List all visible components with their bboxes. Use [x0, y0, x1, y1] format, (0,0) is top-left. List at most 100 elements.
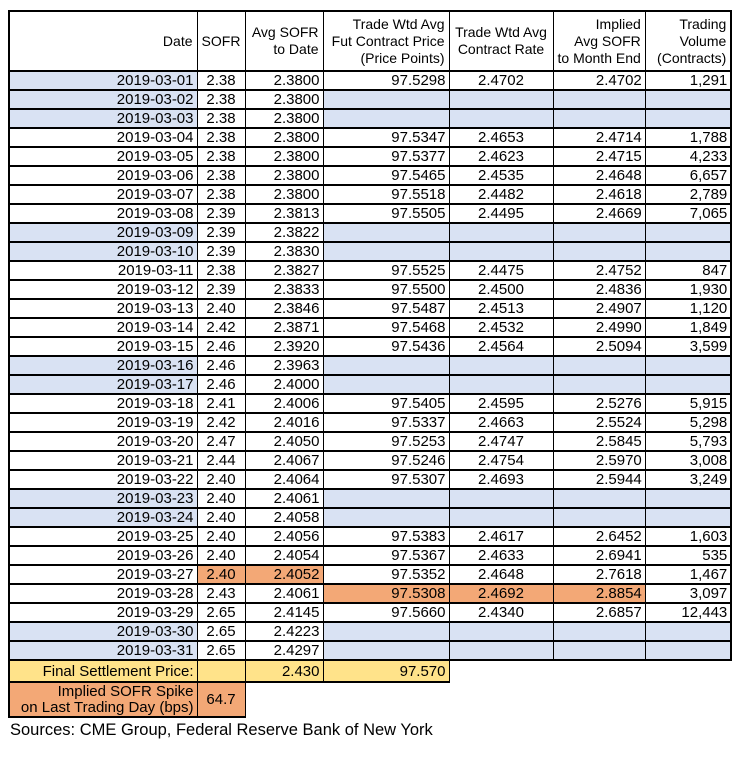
cell-fut_price: 97.5500 [322, 279, 450, 300]
cell-fut_price: 97.5298 [322, 70, 450, 91]
cell-date: 2019-03-14 [8, 317, 198, 338]
cell-sofr: 2.38 [196, 89, 246, 110]
cell-contract_rate: 2.4692 [448, 583, 554, 604]
cell-sofr: 2.42 [196, 317, 246, 338]
cell-date: 2019-03-24 [8, 507, 198, 528]
cell-volume: 847 [644, 260, 733, 281]
cell-sofr: 2.46 [196, 355, 246, 376]
cell-sofr: 2.44 [196, 450, 246, 471]
cell-volume: 1,467 [644, 564, 733, 585]
cell-contract_rate: 2.4482 [448, 184, 554, 205]
cell-contract_rate: 2.4500 [448, 279, 554, 300]
cell-sofr: 2.40 [196, 545, 246, 566]
cell-contract_rate [448, 507, 554, 528]
cell-avg_sofr: 2.4050 [244, 431, 324, 452]
cell-avg_sofr: 2.3920 [244, 336, 324, 357]
cell-fut_price: 97.5468 [322, 317, 450, 338]
cell-sofr: 2.46 [196, 336, 246, 357]
table-row: 2019-03-23 2.40 2.4061 [8, 488, 733, 509]
cell-volume [644, 374, 733, 395]
cell-volume: 1,930 [644, 279, 733, 300]
cell-date: 2019-03-28 [8, 583, 198, 604]
cell-date: 2019-03-18 [8, 393, 198, 414]
cell-sofr: 2.39 [196, 279, 246, 300]
cell-implied_avg: 2.4714 [552, 127, 646, 148]
cell-sofr: 2.65 [196, 602, 246, 623]
cell-date: 2019-03-13 [8, 298, 198, 319]
cell-date: 2019-03-06 [8, 165, 198, 186]
cell-date: 2019-03-09 [8, 222, 198, 243]
cell-implied_avg [552, 241, 646, 262]
implied-spike-label-line1: Implied SOFR Spike [57, 682, 194, 700]
table-row: 2019-03-05 2.38 2.3800 97.5377 2.4623 2.4715 4… [8, 146, 733, 167]
cell-fut_price: 97.5436 [322, 336, 450, 357]
table-row: 2019-03-29 2.65 2.4145 97.5660 2.4340 2.6857 1… [8, 602, 733, 623]
cell-volume: 12,443 [644, 602, 733, 623]
implied-spike-row: Implied SOFR Spike on Last Trading Day (b… [8, 681, 732, 718]
cell-avg_sofr: 2.3827 [244, 260, 324, 281]
column-header-date: Date [8, 10, 198, 72]
cell-avg_sofr: 2.3800 [244, 127, 324, 148]
cell-fut_price: 97.5525 [322, 260, 450, 281]
cell-date: 2019-03-17 [8, 374, 198, 395]
table-row: 2019-03-09 2.39 2.3822 [8, 222, 733, 243]
cell-volume [644, 222, 733, 243]
cell-implied_avg: 2.4907 [552, 298, 646, 319]
cell-sofr: 2.39 [196, 222, 246, 243]
cell-contract_rate: 2.4495 [448, 203, 554, 224]
table-row: 2019-03-28 2.43 2.4061 97.5308 2.4692 2.8854 3… [8, 583, 733, 604]
cell-date: 2019-03-20 [8, 431, 198, 452]
cell-avg_sofr: 2.3833 [244, 279, 324, 300]
cell-sofr: 2.38 [196, 127, 246, 148]
cell-fut_price [322, 374, 450, 395]
cell-implied_avg: 2.4669 [552, 203, 646, 224]
cell-contract_rate [448, 621, 554, 642]
cell-avg_sofr: 2.3800 [244, 89, 324, 110]
cell-fut_price [322, 507, 450, 528]
cell-volume: 5,298 [644, 412, 733, 433]
cell-fut_price: 97.5253 [322, 431, 450, 452]
cell-avg_sofr: 2.3800 [244, 184, 324, 205]
cell-fut_price: 97.5465 [322, 165, 450, 186]
final-settlement-label: Final Settlement Price: [8, 659, 198, 683]
empty-area [245, 682, 732, 717]
cell-contract_rate [448, 355, 554, 376]
column-header-volume: Trading Volume (Contracts) [644, 10, 733, 72]
cell-implied_avg: 2.5970 [552, 450, 646, 471]
cell-date: 2019-03-07 [8, 184, 198, 205]
cell-volume: 4,233 [644, 146, 733, 167]
cell-contract_rate: 2.4702 [448, 70, 554, 91]
cell-implied_avg: 2.5944 [552, 469, 646, 490]
cell-implied_avg: 2.5094 [552, 336, 646, 357]
cell-implied_avg: 2.4990 [552, 317, 646, 338]
cell-volume [644, 621, 733, 642]
cell-volume [644, 640, 733, 661]
final-settlement-avg-sofr: 2.430 [244, 659, 324, 683]
cell-sofr: 2.42 [196, 412, 246, 433]
cell-sofr: 2.40 [196, 488, 246, 509]
cell-fut_price [322, 89, 450, 110]
cell-avg_sofr: 2.3846 [244, 298, 324, 319]
cell-fut_price [322, 488, 450, 509]
cell-implied_avg: 2.6452 [552, 526, 646, 547]
cell-avg_sofr: 2.3963 [244, 355, 324, 376]
implied-spike-label-line2: on Last Trading Day (bps) [20, 698, 194, 716]
table-row: 2019-03-01 2.38 2.3800 97.5298 2.4702 2.4702 1… [8, 70, 733, 91]
cell-sofr: 2.40 [196, 507, 246, 528]
cell-avg_sofr: 2.3822 [244, 222, 324, 243]
cell-contract_rate [448, 89, 554, 110]
cell-contract_rate: 2.4623 [448, 146, 554, 167]
cell-avg_sofr: 2.4052 [244, 564, 324, 585]
cell-contract_rate: 2.4564 [448, 336, 554, 357]
cell-contract_rate: 2.4693 [448, 469, 554, 490]
final-settlement-fut-price: 97.570 [322, 659, 450, 683]
cell-fut_price: 97.5505 [322, 203, 450, 224]
cell-fut_price: 97.5308 [322, 583, 450, 604]
cell-fut_price [322, 640, 450, 661]
cell-date: 2019-03-02 [8, 89, 198, 110]
cell-implied_avg: 2.5276 [552, 393, 646, 414]
cell-avg_sofr: 2.4223 [244, 621, 324, 642]
cell-implied_avg [552, 640, 646, 661]
cell-date: 2019-03-29 [8, 602, 198, 623]
cell-contract_rate: 2.4648 [448, 564, 554, 585]
